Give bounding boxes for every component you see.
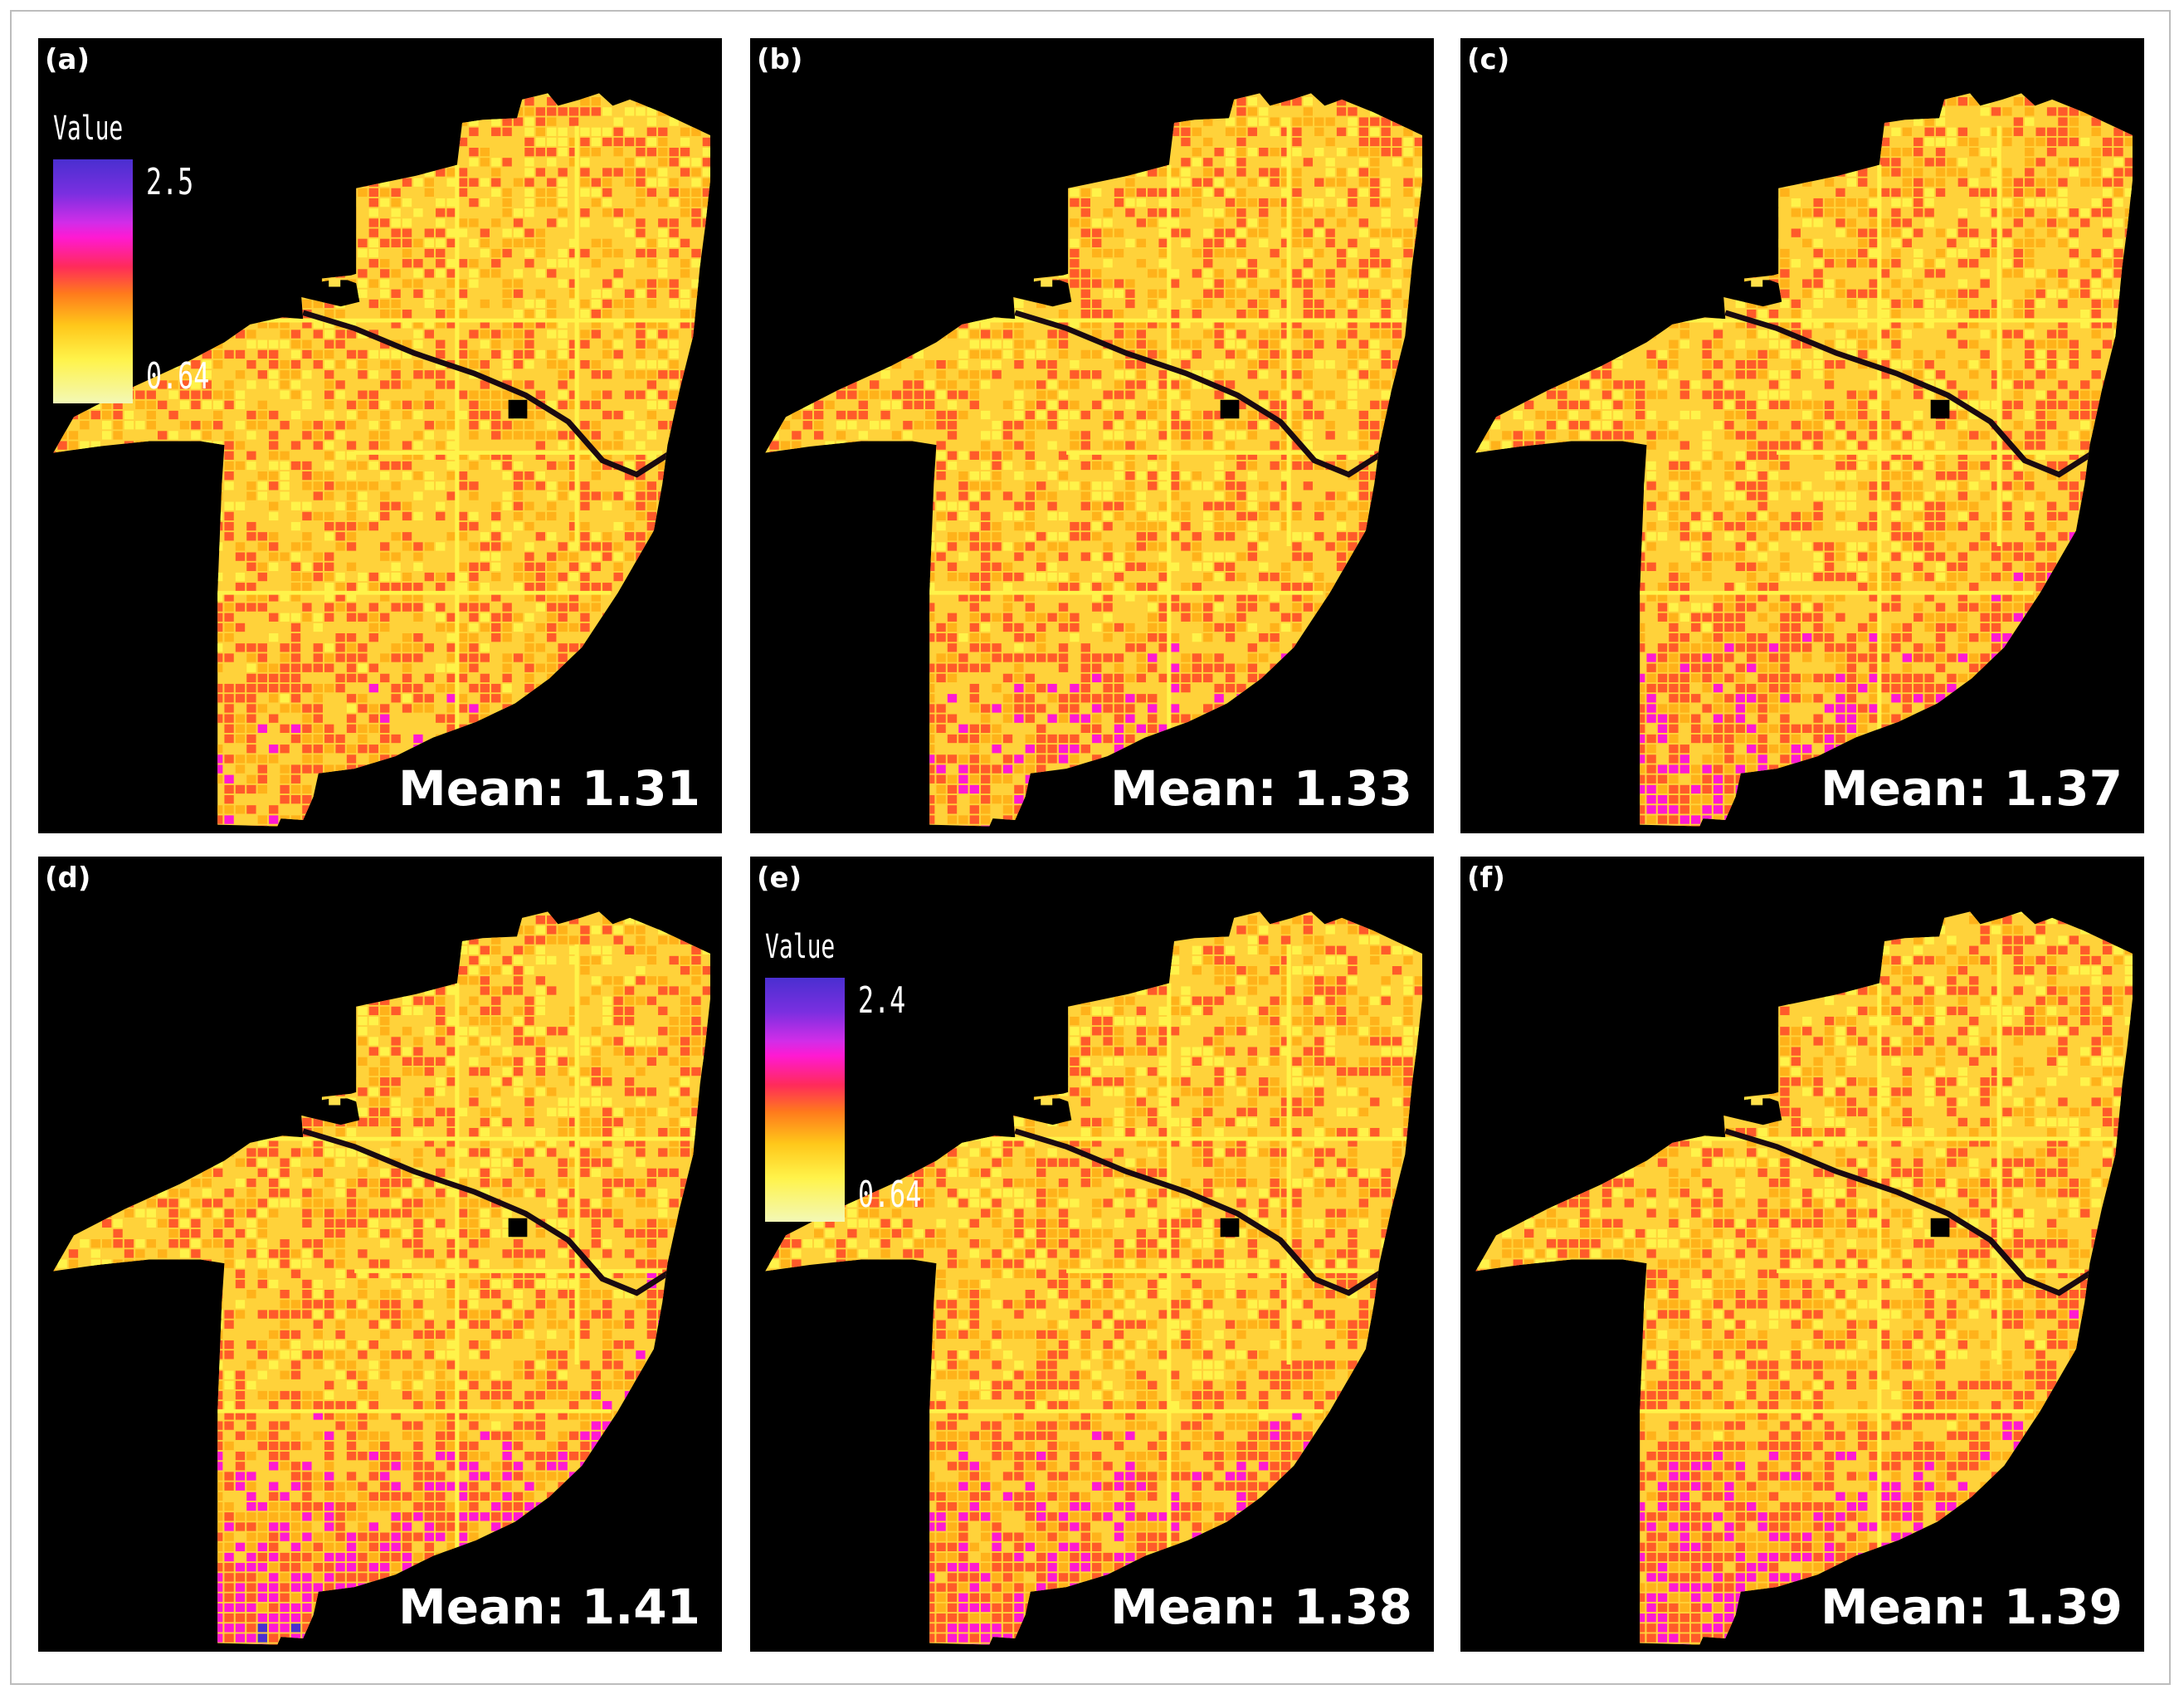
legend-min-value: 0.64 xyxy=(146,355,210,398)
city-map xyxy=(1475,911,2133,1645)
map-panel-b: (b) Mean: 1.33 xyxy=(750,38,1434,833)
mean-value: Mean: 1.33 xyxy=(1110,760,1412,817)
mean-value: Mean: 1.31 xyxy=(398,760,700,817)
legend-color-ramp xyxy=(53,159,133,403)
legend-color-ramp xyxy=(765,978,845,1222)
city-map xyxy=(765,911,1422,1645)
legend: Value 2.5 0.64 xyxy=(53,110,227,403)
panel-label: (d) xyxy=(45,862,91,895)
mean-value: Mean: 1.41 xyxy=(398,1579,700,1635)
city-map xyxy=(1475,93,2133,827)
legend-title: Value xyxy=(765,928,836,966)
map-panel-d: (d) Mean: 1.41 xyxy=(38,857,722,1652)
legend-max-value: 2.5 xyxy=(146,161,194,203)
legend-min-value: 0.64 xyxy=(858,1174,922,1216)
panel-label: (c) xyxy=(1467,43,1510,76)
city-map xyxy=(765,93,1422,827)
panel-label: (a) xyxy=(45,43,90,76)
panel-label: (e) xyxy=(757,862,802,895)
map-panel-c: (c) Mean: 1.37 xyxy=(1460,38,2144,833)
legend: Value 2.4 0.64 xyxy=(765,928,939,1222)
panel-label: (f) xyxy=(1467,862,1505,895)
map-panel-f: (f) Mean: 1.39 xyxy=(1460,857,2144,1652)
figure-frame xyxy=(10,10,2171,1685)
city-map xyxy=(53,911,710,1645)
legend-title: Value xyxy=(53,110,124,148)
mean-value: Mean: 1.37 xyxy=(1821,760,2123,817)
mean-value: Mean: 1.39 xyxy=(1821,1579,2123,1635)
legend-max-value: 2.4 xyxy=(858,979,906,1022)
map-panel-a: (a) Value 2.5 0.64 Mean: 1.31 xyxy=(38,38,722,833)
map-panel-e: (e) Value 2.4 0.64 Mean: 1.38 xyxy=(750,857,1434,1652)
panel-label: (b) xyxy=(757,43,803,76)
mean-value: Mean: 1.38 xyxy=(1110,1579,1412,1635)
